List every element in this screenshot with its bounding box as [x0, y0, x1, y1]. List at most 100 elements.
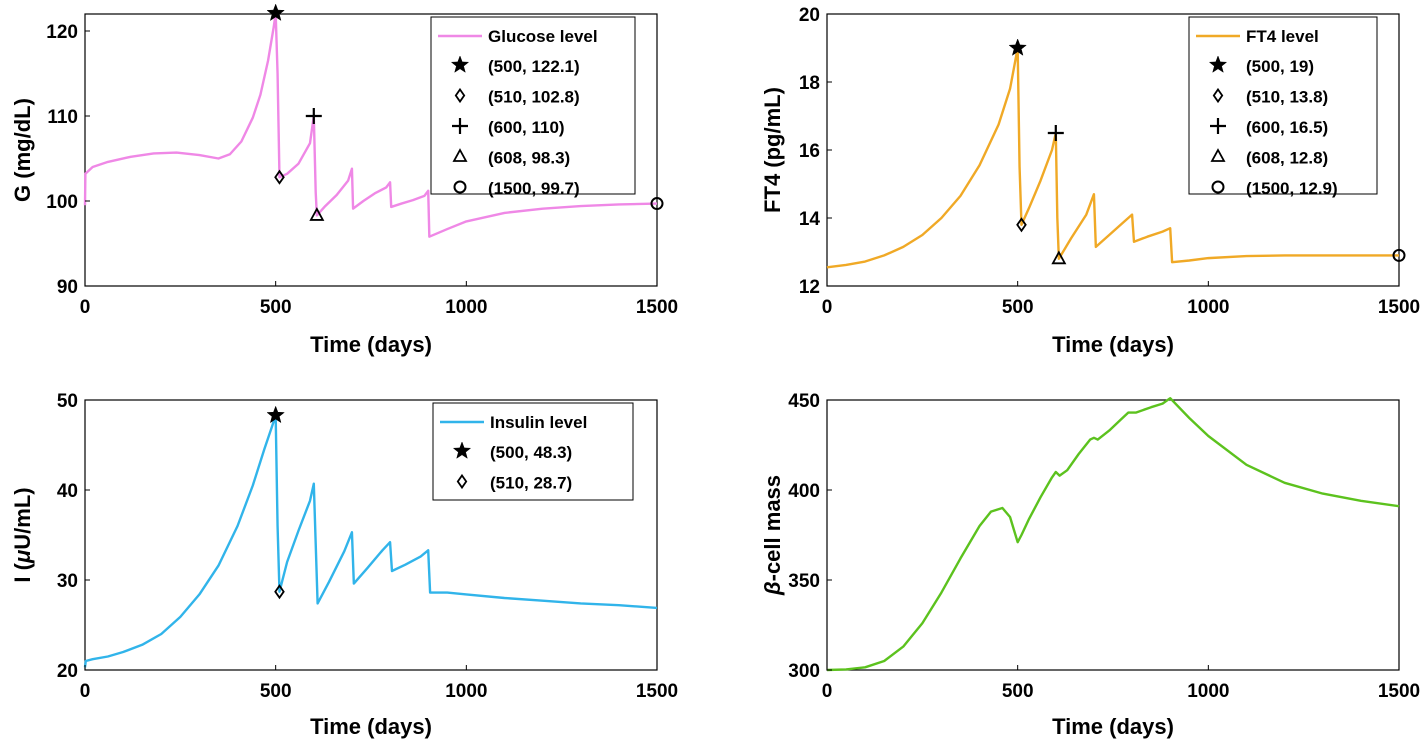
glucose-x-tick-label: 0 [80, 297, 91, 318]
insulin-x-tick-label: 1500 [636, 681, 678, 702]
insulin-legend-entries: (500, 48.3) (510, 28.7) [452, 441, 572, 493]
ft4-legend-entry-label: (608, 12.8) [1246, 149, 1328, 168]
glucose-x-axis-label: Time (days) [310, 332, 432, 357]
glucose-y-tick-label: 100 [46, 192, 78, 213]
insulin-x-tick-label: 500 [260, 681, 292, 702]
glucose-panel: 0 500 1000 1500 90 100 110 120 Time (days) G (m… [10, 3, 678, 357]
glucose-line-layer [83, 11, 658, 238]
insulin-y-axis-label-prefix: I ( [10, 562, 35, 582]
glucose-legend-entry-label: (600, 110) [488, 118, 565, 137]
insulin-y-tick-label: 20 [57, 661, 78, 682]
ft4-legend-box [1188, 16, 1378, 195]
ft4-legend: FT4 level (500, 19) (510, 13.8) (600, 16.5… [1188, 16, 1378, 198]
ft4-markers-layer [1008, 38, 1406, 265]
ft4-legend-series-label: FT4 level [1246, 27, 1319, 46]
glucose-marker-plus [305, 108, 322, 124]
glucose-legend-entry-label: (1500, 99.7) [488, 179, 580, 198]
insulin-legend: Insulin level (500, 48.3) (510, 28.7) [432, 402, 634, 501]
ft4-x-tick-label: 1500 [1378, 297, 1420, 318]
ft4-legend-triangle-icon [1210, 148, 1226, 162]
beta-x-tick-label: 1500 [1378, 681, 1420, 702]
ft4-x-axis-label: Time (days) [1052, 332, 1174, 357]
beta-x-tick-label: 1000 [1187, 681, 1229, 702]
glucose-ticks-layer: 0 500 1000 1500 90 100 110 120 [46, 22, 678, 318]
glucose-y-tick-label: 110 [47, 107, 78, 128]
ft4-x-tick-label: 0 [822, 297, 833, 318]
beta-panel: 0 500 1000 1500 300 350 400 450 Time (days) β-c… [760, 391, 1420, 739]
ft4-y-axis-label: FT4 (pg/mL) [760, 87, 785, 213]
glucose-marker-triangle [309, 207, 325, 221]
beta-series-line [826, 397, 1400, 672]
glucose-legend: Glucose level (500, 122.1) (510, 102.8) (6… [430, 16, 636, 198]
ft4-x-tick-label: 500 [1002, 297, 1034, 318]
glucose-series-line [83, 11, 658, 238]
glucose-y-tick-label: 120 [46, 22, 78, 43]
ft4-line-layer [826, 46, 1399, 269]
ft4-ticks-layer: 0 500 1000 1500 12 14 16 18 20 [799, 5, 1420, 318]
ft4-legend-circle-icon [1211, 180, 1225, 194]
glucose-x-tick-label: 1000 [445, 297, 487, 318]
glucose-legend-triangle-icon [452, 148, 468, 162]
ft4-y-tick-label: 14 [799, 209, 821, 230]
ft4-legend-entry-label: (500, 19) [1246, 57, 1314, 76]
ft4-legend-diamond-icon [1212, 87, 1224, 104]
beta-y-axis-label-suffix: -cell mass [760, 475, 785, 581]
glucose-legend-circle-icon [453, 180, 467, 194]
glucose-legend-entry-label: (608, 98.3) [488, 149, 570, 168]
insulin-y-tick-label: 40 [57, 481, 78, 502]
ft4-legend-plus-icon [1210, 118, 1226, 134]
glucose-markers-layer [266, 3, 664, 221]
beta-axes-frame [826, 399, 1400, 671]
glucose-axes-frame [84, 13, 658, 287]
beta-y-tick-label: 450 [788, 391, 820, 412]
ft4-y-tick-label: 16 [799, 141, 820, 162]
ft4-y-tick-label: 20 [799, 5, 820, 26]
insulin-line-layer [83, 414, 658, 668]
ft4-legend-star-icon [1208, 55, 1228, 73]
glucose-legend-entry-label: (510, 102.8) [488, 88, 580, 107]
ft4-legend-entries: (500, 19) (510, 13.8) (600, 16.5) (608, 12.… [1208, 55, 1338, 198]
beta-line-layer [826, 397, 1400, 672]
insulin-legend-entry-label: (500, 48.3) [490, 443, 572, 462]
glucose-marker-circle [650, 197, 664, 211]
ft4-legend-entry-label: (600, 16.5) [1246, 118, 1328, 137]
beta-x-tick-label: 500 [1002, 681, 1034, 702]
ft4-legend-entry-label: (1500, 12.9) [1246, 179, 1338, 198]
ft4-y-tick-label: 12 [799, 277, 820, 298]
glucose-legend-entries: (500, 122.1) (510, 102.8) (600, 110) (608, … [450, 55, 580, 198]
glucose-legend-entry-label: (500, 122.1) [488, 57, 580, 76]
insulin-legend-entry-label: (510, 28.7) [490, 474, 572, 493]
beta-x-tick-label: 0 [822, 681, 833, 702]
glucose-y-axis-label: G (mg/dL) [10, 98, 35, 202]
insulin-legend-star-icon [452, 441, 472, 459]
ft4-marker-diamond [1016, 217, 1027, 233]
insulin-x-tick-label: 0 [80, 681, 91, 702]
insulin-marker-diamond [274, 584, 285, 600]
ft4-y-tick-label: 18 [799, 73, 820, 94]
insulin-ticks-layer: 0 500 1000 1500 20 30 40 50 [57, 391, 678, 702]
insulin-y-axis-label-mu: μ [10, 550, 35, 564]
insulin-legend-diamond-icon [456, 473, 468, 490]
beta-x-axis-label: Time (days) [1052, 714, 1174, 739]
glucose-marker-diamond [274, 169, 285, 185]
insulin-legend-series-label: Insulin level [490, 413, 587, 432]
insulin-panel: 0 500 1000 1500 20 30 40 50 Time (days) I (μU/m… [10, 391, 678, 739]
glucose-legend-plus-icon [452, 118, 468, 134]
glucose-legend-star-icon [450, 55, 470, 73]
insulin-series-line [83, 414, 658, 668]
ft4-marker-star [1008, 38, 1027, 56]
glucose-legend-box [430, 16, 636, 195]
ft4-x-tick-label: 1000 [1187, 297, 1229, 318]
insulin-y-tick-label: 50 [57, 391, 78, 412]
glucose-legend-diamond-icon [454, 87, 466, 104]
ft4-marker-circle [1392, 248, 1406, 262]
beta-ticks-layer: 0 500 1000 1500 300 350 400 450 [788, 391, 1420, 702]
insulin-axes-frame [84, 399, 658, 671]
ft4-marker-plus [1047, 125, 1064, 141]
insulin-y-axis-label: I (μU/mL) [10, 487, 35, 582]
glucose-marker-star [266, 3, 285, 22]
beta-y-axis-label-beta: β [760, 581, 785, 596]
insulin-x-tick-label: 1000 [445, 681, 487, 702]
ft4-series-line [826, 46, 1399, 269]
